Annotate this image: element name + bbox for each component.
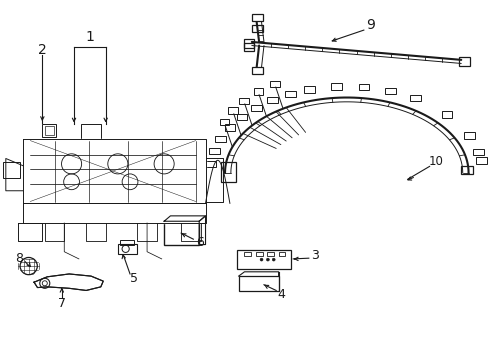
Bar bbox=[267, 97, 277, 103]
Bar bbox=[239, 98, 249, 104]
Bar bbox=[45, 126, 54, 135]
Polygon shape bbox=[18, 223, 42, 241]
Bar bbox=[270, 81, 280, 87]
Text: 6: 6 bbox=[195, 236, 203, 249]
Bar bbox=[164, 221, 199, 244]
Text: 1: 1 bbox=[85, 30, 94, 44]
Bar bbox=[3, 162, 20, 178]
Bar bbox=[250, 105, 261, 111]
Bar bbox=[285, 91, 295, 97]
Bar bbox=[243, 43, 254, 51]
Bar bbox=[208, 148, 219, 154]
Bar bbox=[238, 276, 278, 291]
Circle shape bbox=[272, 258, 275, 261]
Text: 7: 7 bbox=[58, 297, 66, 310]
Bar bbox=[460, 166, 472, 174]
Bar bbox=[243, 40, 254, 48]
Bar bbox=[224, 124, 235, 131]
Bar bbox=[472, 149, 483, 155]
Bar bbox=[42, 125, 56, 137]
Bar bbox=[219, 119, 229, 126]
Bar bbox=[458, 57, 468, 66]
Bar bbox=[118, 244, 137, 254]
Text: 8: 8 bbox=[16, 252, 23, 265]
Bar bbox=[120, 240, 134, 244]
Text: 9: 9 bbox=[365, 18, 374, 32]
Text: 3: 3 bbox=[310, 249, 318, 262]
Polygon shape bbox=[23, 203, 205, 223]
Bar bbox=[441, 111, 451, 118]
Bar bbox=[215, 136, 225, 142]
Bar bbox=[278, 252, 285, 256]
Circle shape bbox=[260, 258, 263, 261]
Bar bbox=[384, 88, 395, 94]
Bar bbox=[331, 84, 341, 90]
Text: 5: 5 bbox=[130, 272, 138, 285]
Bar bbox=[463, 132, 474, 139]
Bar bbox=[304, 86, 315, 93]
Text: 2: 2 bbox=[38, 43, 47, 57]
Bar bbox=[253, 88, 263, 95]
Circle shape bbox=[266, 258, 269, 261]
Bar bbox=[221, 162, 235, 182]
Bar bbox=[251, 14, 262, 22]
Bar bbox=[205, 161, 216, 167]
Bar bbox=[251, 25, 262, 32]
Bar bbox=[228, 107, 238, 114]
Bar bbox=[81, 125, 101, 139]
Bar bbox=[409, 95, 420, 102]
Text: 4: 4 bbox=[277, 288, 285, 301]
Bar bbox=[251, 67, 262, 74]
Text: 10: 10 bbox=[427, 155, 443, 168]
Bar bbox=[266, 252, 273, 256]
Bar bbox=[358, 84, 368, 90]
Polygon shape bbox=[23, 139, 205, 203]
Bar bbox=[475, 157, 486, 163]
Bar bbox=[236, 114, 247, 120]
Bar bbox=[244, 252, 251, 256]
Bar bbox=[255, 252, 262, 256]
Polygon shape bbox=[34, 274, 103, 291]
Bar bbox=[237, 250, 290, 269]
